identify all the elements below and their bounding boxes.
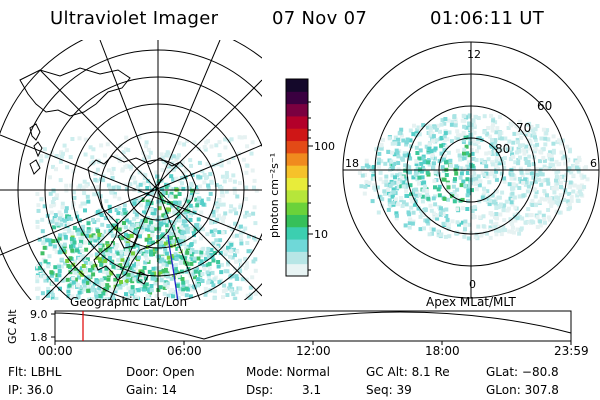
filter-status: Flt: LBHL <box>8 365 62 379</box>
time-label: 01:06:11 UT <box>430 8 545 29</box>
colorbar-cell <box>286 202 308 215</box>
mlat-grid <box>342 41 600 299</box>
mlat-label-70: 70 <box>516 121 531 135</box>
colorbar-cell <box>286 115 308 129</box>
glat-status: GLat: −80.8 <box>486 365 559 379</box>
mlt-label-18: 18 <box>345 157 359 170</box>
time-tick-0000: 00:00 <box>38 344 73 358</box>
colorbar-tick-10: 10 <box>314 228 328 241</box>
instrument-title: Ultraviolet Imager <box>50 8 219 29</box>
seq-status: Seq: 39 <box>366 383 412 397</box>
coastline <box>19 67 197 285</box>
glon-status: GLon: 307.8 <box>486 383 559 397</box>
alt-ylabel: GC Alt <box>6 309 19 344</box>
alt-tick-9: 9.0 <box>30 308 48 321</box>
date-label: 07 Nov 07 <box>272 8 368 29</box>
mlat-label-80: 80 <box>495 142 510 156</box>
colorbar-cell <box>286 189 308 203</box>
colorbar-cell <box>286 251 308 265</box>
colorbar-unit-label: photon cm⁻²s⁻¹ <box>268 153 281 238</box>
dsp-label: Dsp: <box>246 383 274 397</box>
time-tick-1200: 12:00 <box>296 344 331 358</box>
colorbar-cell <box>286 214 308 228</box>
colorbar-cell <box>286 91 308 105</box>
altitude-curve <box>54 311 572 340</box>
left-map-label: Geographic Lat/Lon <box>70 295 188 309</box>
gain-status: Gain: 14 <box>126 383 177 397</box>
colorbar: 100 10 photon cm⁻²s⁻¹ <box>268 78 335 277</box>
time-tick-0600: 06:00 <box>167 344 202 358</box>
gc-alt-status: GC Alt: 8.1 Re <box>366 365 450 379</box>
door-status: Door: Open <box>126 365 195 379</box>
auroral-emission <box>35 135 259 300</box>
colorbar-cell <box>286 103 308 117</box>
colorbar-cell <box>286 226 308 240</box>
longitude-grid <box>0 40 262 300</box>
mlt-label-12: 12 <box>467 48 481 61</box>
dsp-value: 3.1 <box>302 383 322 397</box>
geographic-map <box>0 40 262 300</box>
colorbar-scale <box>286 79 308 277</box>
colorbar-cell <box>286 79 308 92</box>
time-tick-2359: 23:59 <box>554 344 589 358</box>
orbit-track <box>167 234 179 300</box>
colorbar-cell <box>286 177 308 191</box>
mlt-label-0: 0 <box>469 278 476 291</box>
colorbar-cell <box>286 140 308 154</box>
ip-status: IP: 36.0 <box>8 383 54 397</box>
time-tick-1800: 18:00 <box>425 344 460 358</box>
colorbar-cell <box>286 152 308 166</box>
mlat-label-60: 60 <box>537 99 552 113</box>
colorbar-cell <box>286 128 308 142</box>
mlt-label-6: 6 <box>590 157 597 170</box>
apex-map: 12 18 6 0 60 70 80 <box>342 41 600 299</box>
altitude-plot: 9.0 1.8 GC Alt <box>6 308 572 345</box>
mode-status: Mode: Normal <box>246 365 330 379</box>
alt-tick-1_8: 1.8 <box>30 331 48 344</box>
auroral-oval <box>357 113 590 241</box>
colorbar-cell <box>286 165 308 178</box>
colorbar-cell <box>286 263 308 277</box>
colorbar-tick-100: 100 <box>314 140 335 153</box>
colorbar-cell <box>286 239 308 252</box>
right-map-label: Apex MLat/MLT <box>426 295 516 309</box>
